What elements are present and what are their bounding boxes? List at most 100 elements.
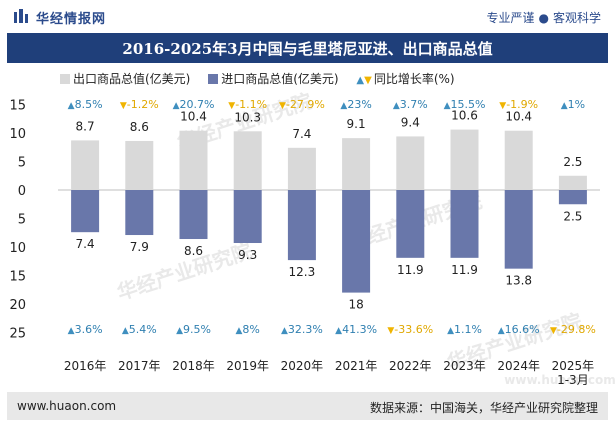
legend-export-swatch: [60, 74, 70, 84]
y-tick-label: 0: [18, 184, 26, 199]
x-tick-label: 2020年: [281, 359, 324, 373]
y-tick-label: 10: [9, 241, 26, 256]
import-growth-label: ▲41.3%: [335, 323, 377, 336]
y-tick-label: 5: [18, 156, 26, 171]
export-bar: [558, 175, 587, 190]
import-value-label: 7.4: [76, 237, 95, 251]
export-bar: [504, 130, 533, 190]
import-value-label: 9.3: [238, 248, 257, 262]
import-bar: [396, 190, 425, 258]
import-growth-label: ▼-33.6%: [387, 323, 433, 336]
y-tick-label: 25: [9, 327, 26, 342]
export-bar: [450, 129, 479, 190]
export-growth-label: ▼-1.9%: [499, 98, 538, 111]
y-tick-label: 15: [9, 99, 26, 114]
triangle-up-icon: ▲: [356, 75, 365, 86]
x-tick-label: 2023年: [443, 359, 486, 373]
import-bar: [450, 190, 479, 258]
import-growth-label: ▲8%: [236, 323, 260, 336]
legend-import: 进口商品总值(亿美元): [208, 70, 339, 87]
import-bar: [558, 190, 587, 205]
x-tick-label: 2021年: [335, 359, 378, 373]
y-tick-label: 15: [9, 270, 26, 285]
slogan-separator: ●: [538, 11, 549, 25]
title-bar: 2016-2025年3月中国与毛里塔尼亚进、出口商品总值: [7, 33, 608, 63]
footer-bar: www.huaon.com 数据来源：中国海关，华经产业研究院整理: [7, 392, 608, 420]
import-value-label: 2.5: [563, 209, 582, 223]
import-bar: [342, 190, 371, 293]
export-value-label: 7.4: [292, 127, 311, 141]
import-value-label: 12.3: [289, 265, 316, 279]
legend-import-label: 进口商品总值(亿美元): [221, 72, 339, 86]
export-value-label: 10.4: [180, 110, 207, 124]
y-tick-label: 20: [9, 298, 26, 313]
import-bar: [71, 190, 100, 233]
top-bar: 华经情报网 专业严谨 ● 客观科学: [0, 0, 615, 32]
export-growth-label: ▲8.5%: [68, 98, 103, 111]
export-value-label: 8.7: [76, 119, 95, 133]
import-growth-label: ▲9.5%: [176, 323, 211, 336]
brand-name: 华经情报网: [36, 12, 107, 27]
export-bar: [71, 140, 100, 190]
legend-export: 出口商品总值(亿美元): [60, 70, 190, 87]
bar-layer: [71, 129, 587, 293]
export-bar: [342, 138, 371, 190]
legend-import-swatch: [208, 74, 219, 84]
import-bar: [504, 190, 533, 269]
import-growth-label: ▼-29.8%: [550, 323, 596, 336]
x-tick-label: 2025年 1-3月: [552, 359, 595, 387]
import-value-label: 7.9: [130, 240, 149, 254]
x-tick-label: 2024年: [497, 359, 540, 373]
import-growth-label: ▲1.1%: [447, 323, 482, 336]
import-bar: [179, 190, 208, 240]
slogan: 专业严谨 ● 客观科学: [486, 9, 601, 26]
chart-title: 2016-2025年3月中国与毛里塔尼亚进、出口商品总值: [122, 40, 493, 58]
export-value-label: 10.3: [234, 110, 261, 124]
import-value-label: 8.6: [184, 244, 203, 258]
export-growth-label: ▲15.5%: [444, 98, 486, 111]
footer-site: www.huaon.com: [17, 399, 117, 413]
import-value-label: 13.8: [505, 274, 532, 288]
x-tick-label: 2018年: [172, 359, 215, 373]
import-growth-label: ▲5.4%: [122, 323, 157, 336]
label-layer: 8.7 7.4 ▲8.5% ▲3.6% 2016年 8.6 7.9 ▼-1.2% ▲5.4% 20…: [64, 98, 596, 387]
export-growth-label: ▼-27.9%: [279, 98, 325, 111]
legend-export-label: 出口商品总值(亿美元): [73, 72, 191, 86]
x-tick-label: 2017年: [118, 359, 161, 373]
export-bar: [125, 140, 154, 190]
import-value-label: 18: [348, 298, 363, 312]
export-value-label: 2.5: [563, 155, 582, 169]
triangle-down-icon: ▼: [364, 75, 372, 86]
watermark-site: www.huaon.com: [504, 373, 615, 387]
import-value-label: 11.9: [451, 263, 478, 277]
export-bar: [233, 131, 262, 190]
export-growth-label: ▲1%: [561, 98, 585, 111]
y-tick-label: 10: [9, 127, 26, 142]
import-bar: [287, 190, 316, 261]
y-tick-label: 5: [18, 213, 26, 228]
import-growth-label: ▲3.6%: [68, 323, 103, 336]
export-growth-label: ▼-1.2%: [120, 98, 159, 111]
legend-growth-label: 同比增长率(%): [373, 72, 455, 86]
slogan-left: 专业严谨: [486, 11, 535, 25]
export-value-label: 9.1: [347, 117, 366, 131]
chart-legend: 出口商品总值(亿美元) 进口商品总值(亿美元) ▲▼ 同比增长率(%): [60, 70, 469, 88]
export-growth-label: ▲23%: [340, 98, 371, 111]
export-bar: [287, 147, 316, 190]
export-value-label: 8.6: [130, 120, 149, 134]
import-bar: [233, 190, 262, 244]
import-growth-label: ▲32.3%: [281, 323, 323, 336]
export-bar: [396, 136, 425, 190]
footer-source: 数据来源：中国海关，华经产业研究院整理: [369, 401, 598, 415]
import-value-label: 11.9: [397, 263, 424, 277]
export-value-label: 10.6: [451, 109, 478, 123]
x-tick-label: 2019年: [226, 359, 269, 373]
chart-canvas: 华经产业研究院华经产业研究院华经产业研究院华经产业研究院www.huaon.co…: [9, 89, 615, 387]
slogan-right: 客观科学: [552, 11, 601, 25]
x-tick-label: 2016年: [64, 359, 107, 373]
export-bar: [179, 130, 208, 190]
import-growth-label: ▲16.6%: [498, 323, 540, 336]
import-bar: [125, 190, 154, 236]
export-growth-label: ▲20.7%: [173, 98, 215, 111]
export-growth-label: ▼-1.1%: [228, 98, 267, 111]
